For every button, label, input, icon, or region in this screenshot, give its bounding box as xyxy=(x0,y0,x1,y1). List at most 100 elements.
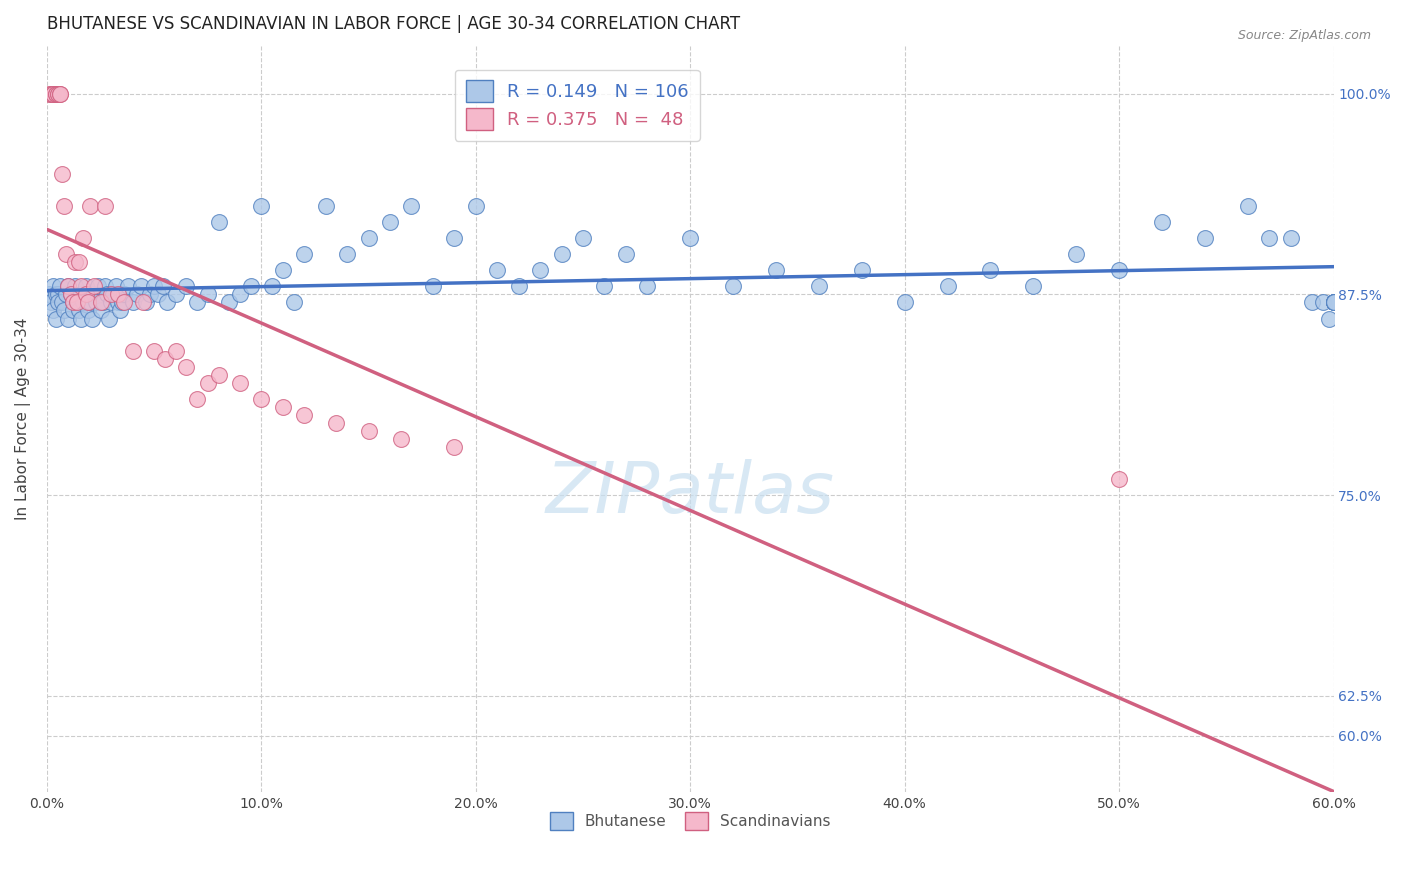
Point xyxy=(66,295,89,310)
Point xyxy=(721,279,744,293)
Point xyxy=(1108,472,1130,486)
Point xyxy=(1322,295,1344,310)
Point xyxy=(83,279,105,293)
Point xyxy=(508,279,530,293)
Point xyxy=(250,392,273,406)
Point xyxy=(186,295,208,310)
Point xyxy=(76,295,98,310)
Point xyxy=(464,199,486,213)
Point xyxy=(117,279,139,293)
Point xyxy=(315,199,337,213)
Point xyxy=(893,295,915,310)
Point xyxy=(148,287,170,301)
Point xyxy=(165,287,187,301)
Point xyxy=(80,311,103,326)
Point xyxy=(45,87,67,101)
Point xyxy=(75,287,97,301)
Point xyxy=(1322,295,1344,310)
Point xyxy=(51,295,73,310)
Point xyxy=(84,295,107,310)
Point xyxy=(1322,295,1344,310)
Point xyxy=(165,343,187,358)
Point xyxy=(121,343,143,358)
Point xyxy=(107,295,129,310)
Point xyxy=(176,279,198,293)
Point xyxy=(572,231,595,245)
Legend: Bhutanese, Scandinavians: Bhutanese, Scandinavians xyxy=(544,805,837,837)
Point xyxy=(100,287,122,301)
Point xyxy=(49,87,72,101)
Point xyxy=(67,303,90,318)
Point xyxy=(39,87,62,101)
Point xyxy=(486,263,509,277)
Point xyxy=(121,295,143,310)
Point xyxy=(55,247,77,261)
Point xyxy=(614,247,637,261)
Point xyxy=(46,87,69,101)
Point xyxy=(239,279,262,293)
Point xyxy=(229,287,252,301)
Point xyxy=(111,295,134,310)
Point xyxy=(807,279,830,293)
Point xyxy=(79,295,101,310)
Point xyxy=(422,279,444,293)
Point xyxy=(1279,231,1302,245)
Point xyxy=(90,303,112,318)
Point xyxy=(112,295,135,310)
Point xyxy=(1236,199,1258,213)
Point xyxy=(529,263,551,277)
Point xyxy=(83,287,105,301)
Point xyxy=(72,295,94,310)
Point xyxy=(87,279,110,293)
Point xyxy=(103,287,125,301)
Point xyxy=(70,287,93,301)
Point xyxy=(271,400,294,414)
Point xyxy=(46,295,69,310)
Point xyxy=(70,279,93,293)
Point xyxy=(186,392,208,406)
Point xyxy=(59,287,82,301)
Point xyxy=(550,247,572,261)
Point xyxy=(283,295,305,310)
Point xyxy=(51,167,73,181)
Point xyxy=(42,279,65,293)
Point xyxy=(98,311,121,326)
Point xyxy=(443,231,465,245)
Point xyxy=(1022,279,1045,293)
Point xyxy=(250,199,273,213)
Point xyxy=(207,215,229,229)
Point xyxy=(58,279,80,293)
Point xyxy=(292,408,315,422)
Point xyxy=(153,351,176,366)
Point xyxy=(132,295,155,310)
Point xyxy=(62,303,84,318)
Point xyxy=(1322,295,1344,310)
Point xyxy=(104,279,127,293)
Point xyxy=(39,295,62,310)
Point xyxy=(357,231,380,245)
Point xyxy=(72,231,94,245)
Point xyxy=(1317,311,1340,326)
Point xyxy=(94,279,117,293)
Point xyxy=(152,279,174,293)
Point xyxy=(59,287,82,301)
Point xyxy=(197,376,219,390)
Y-axis label: In Labor Force | Age 30-34: In Labor Force | Age 30-34 xyxy=(15,318,31,520)
Point xyxy=(108,303,131,318)
Point xyxy=(62,295,84,310)
Point xyxy=(378,215,401,229)
Point xyxy=(62,295,84,310)
Point xyxy=(53,199,76,213)
Point xyxy=(593,279,616,293)
Point xyxy=(63,255,86,269)
Point xyxy=(1301,295,1323,310)
Point xyxy=(292,247,315,261)
Point xyxy=(38,87,60,101)
Point xyxy=(79,199,101,213)
Point xyxy=(67,255,90,269)
Point xyxy=(94,199,117,213)
Point xyxy=(143,279,166,293)
Point xyxy=(107,287,129,301)
Point xyxy=(45,311,67,326)
Point xyxy=(679,231,702,245)
